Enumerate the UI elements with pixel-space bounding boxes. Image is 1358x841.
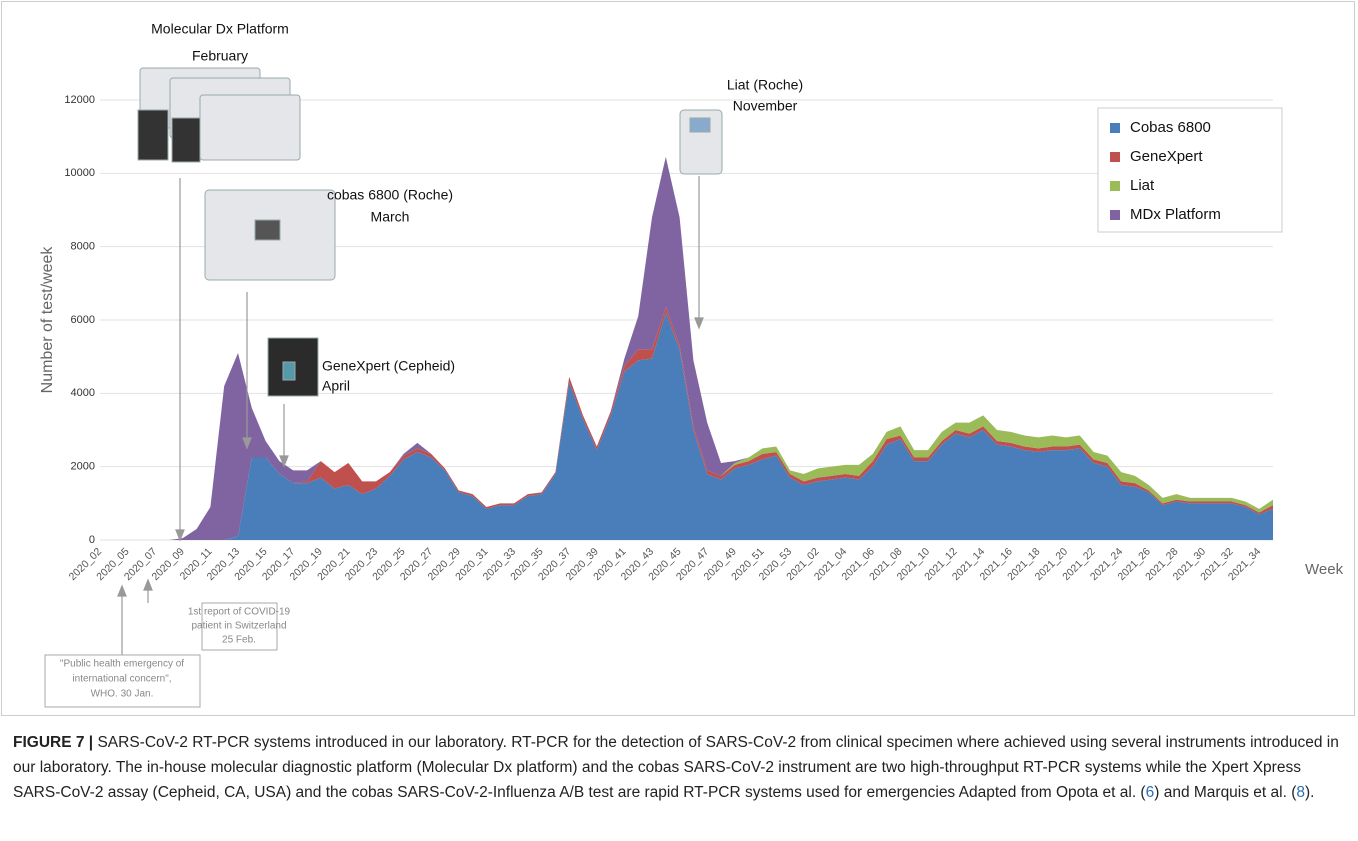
annotation: cobas 6800 (Roche) — [327, 187, 453, 203]
y-axis-label: Number of test/week — [39, 246, 56, 394]
annotation: patient in Switzerland — [191, 621, 286, 632]
legend-label: Liat — [1130, 177, 1155, 194]
y-tick-label: 8000 — [71, 241, 95, 253]
annotation: Molecular Dx Platform — [151, 21, 289, 37]
caption-text: ). — [1305, 784, 1314, 801]
annotation: GeneXpert (Cepheid) — [322, 358, 455, 374]
y-tick-label: 6000 — [71, 314, 95, 326]
annotation: 25 Feb. — [222, 635, 256, 646]
legend-swatch — [1110, 152, 1120, 162]
chart: 0200040006000800010000120002020_022020_0… — [0, 0, 1358, 718]
page: {"chart_data":{"type":"area","stacked":t… — [0, 0, 1358, 841]
legend-swatch — [1110, 210, 1120, 220]
annotation: March — [371, 209, 410, 225]
annotation: "Public health emergency of — [60, 659, 184, 670]
legend-swatch — [1110, 181, 1120, 191]
legend-label: MDx Platform — [1130, 206, 1221, 223]
annotation: international concern", — [72, 674, 171, 685]
caption: FIGURE 7 | SARS-CoV-2 RT-PCR systems int… — [13, 730, 1343, 805]
annotation: 1st report of COVID-19 — [188, 607, 291, 618]
x-axis-label: Week — [1305, 561, 1344, 578]
annotation: April — [322, 378, 350, 394]
reference-link[interactable]: 6 — [1146, 784, 1155, 801]
legend-swatch — [1110, 123, 1120, 133]
annotation: WHO. 30 Jan. — [91, 689, 154, 700]
annotation: Liat (Roche) — [727, 77, 803, 93]
y-tick-label: 0 — [89, 534, 95, 546]
y-tick-label: 2000 — [71, 461, 95, 473]
legend-label: GeneXpert — [1130, 148, 1203, 165]
legend-label: Cobas 6800 — [1130, 119, 1211, 136]
annotation: February — [192, 48, 248, 64]
annotation: November — [733, 98, 798, 114]
caption-label: FIGURE 7 | — [13, 734, 93, 751]
y-tick-label: 4000 — [71, 387, 95, 399]
caption-text: SARS-CoV-2 RT-PCR systems introduced in … — [13, 734, 1339, 801]
reference-link[interactable]: 8 — [1296, 784, 1305, 801]
y-tick-label: 10000 — [64, 167, 95, 179]
caption-text: ) and Marquis et al. ( — [1154, 784, 1296, 801]
y-tick-label: 12000 — [64, 94, 95, 106]
